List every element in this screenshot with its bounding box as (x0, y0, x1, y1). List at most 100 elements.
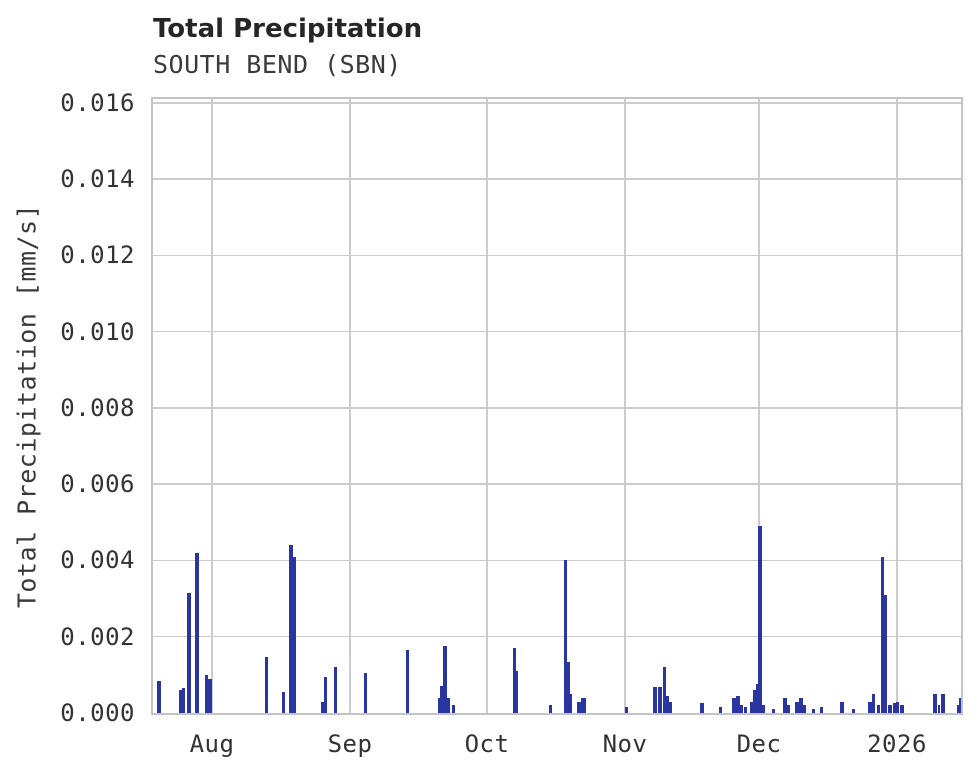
precipitation-bar (282, 692, 285, 713)
precipitation-bar (812, 709, 815, 713)
y-tick-label: 0.010 (60, 317, 135, 346)
y-gridline (153, 178, 961, 180)
y-gridline (153, 254, 961, 257)
precipitation-bar (513, 648, 516, 713)
precipitation-bar (787, 705, 790, 713)
y-gridline (153, 330, 961, 333)
precipitation-bar (772, 709, 775, 713)
y-tick-label: 0.008 (60, 393, 135, 422)
precipitation-bar (719, 707, 722, 713)
x-tick-label: Aug (189, 730, 235, 758)
precipitation-bar (900, 705, 904, 713)
precipitation-bar (321, 701, 324, 713)
precipitation-bar (957, 705, 960, 713)
y-gridline (153, 407, 961, 409)
precipitation-bar (732, 697, 736, 713)
y-tick-label: 0.012 (60, 241, 135, 270)
x-tick-labels: Aug Sep Oct Nov Dec 2026 (153, 713, 961, 773)
precipitation-bar (289, 545, 293, 713)
y-gridline (153, 102, 961, 104)
precipitation-bar (443, 646, 447, 713)
precipitation-bar (896, 701, 899, 713)
precipitation-bar (438, 697, 440, 713)
precipitation-bar (877, 705, 880, 713)
precipitation-bar (577, 701, 581, 713)
precipitation-bar (762, 705, 765, 713)
precipitation-bar (516, 671, 518, 713)
precipitation-bar (406, 650, 409, 713)
precipitation-bar (625, 707, 628, 713)
precipitation-bar (265, 656, 268, 713)
precipitation-bar (888, 705, 892, 713)
precipitation-bar (179, 690, 182, 713)
precipitation-bar (753, 690, 756, 713)
plot-area (151, 97, 963, 715)
precipitation-bar (334, 667, 337, 713)
precipitation-bar (666, 695, 669, 713)
y-tick-label: 0.002 (60, 622, 135, 651)
precipitation-bar (567, 661, 570, 713)
y-tick-label: 0.016 (60, 88, 135, 117)
x-gridline (896, 99, 898, 713)
precipitation-bar (549, 705, 552, 713)
precipitation-bar (740, 705, 743, 713)
precipitation-bar (447, 697, 450, 713)
precipitation-bar (293, 556, 296, 713)
precipitation-bar (187, 592, 191, 713)
precipitation-bar (182, 688, 185, 713)
precipitation-bar (208, 678, 212, 713)
precipitation-bar (868, 701, 872, 713)
y-tick-label: 0.000 (60, 699, 135, 727)
x-gridline (624, 99, 626, 713)
precipitation-bar (795, 701, 799, 713)
precipitation-bar (820, 707, 823, 713)
y-tick-labels: 0.000 0.002 0.004 0.006 0.008 0.010 0.012 0.014… (0, 89, 145, 727)
precipitation-bar (700, 703, 704, 713)
precipitation-bar (653, 687, 657, 713)
precipitation-bar (852, 709, 855, 713)
precipitation-bar (893, 703, 896, 713)
precipitation-bar (938, 705, 940, 713)
y-tick-label: 0.006 (60, 470, 135, 499)
precipitation-bar (440, 686, 443, 713)
precipitation-bar (324, 676, 327, 713)
y-gridline (153, 635, 961, 638)
precipitation-bar (756, 684, 758, 713)
precipitation-bar (783, 697, 787, 713)
y-tick-label: 0.004 (60, 546, 135, 575)
x-gridline (211, 99, 213, 713)
x-gridline (349, 99, 351, 713)
precipitation-bar (758, 526, 762, 713)
precipitation-bar (750, 701, 753, 713)
precipitation-bar (799, 697, 803, 713)
x-tick-label: 2026 (867, 730, 927, 758)
precipitation-bar (669, 701, 672, 713)
precipitation-bar (744, 707, 747, 713)
x-tick-label: Dec (736, 730, 782, 758)
chart-subtitle: SOUTH BEND (SBN) (153, 50, 402, 79)
chart-title: Total Precipitation (153, 14, 423, 44)
precipitation-bar (736, 695, 740, 713)
precipitation-bar (941, 693, 945, 713)
x-gridline (758, 99, 760, 713)
y-gridline (153, 483, 961, 485)
precipitation-bar (881, 556, 884, 713)
precipitation-bar (570, 693, 572, 713)
precipitation-bar (564, 560, 567, 713)
precipitation-bar (157, 680, 161, 713)
y-gridline (153, 559, 961, 562)
x-gridline (486, 99, 488, 713)
y-tick-label: 0.014 (60, 165, 135, 194)
precipitation-bar (205, 674, 208, 713)
x-tick-label: Oct (464, 730, 510, 758)
precipitation-bar (364, 672, 367, 713)
x-tick-label: Nov (602, 730, 648, 758)
precipitation-bar (959, 697, 961, 713)
precipitation-bar (884, 594, 887, 713)
x-tick-label: Sep (327, 730, 373, 758)
precipitation-bar (658, 687, 662, 713)
precipitation-bar (803, 705, 806, 713)
precipitation-bar (872, 693, 875, 713)
precipitation-bar (581, 697, 586, 713)
